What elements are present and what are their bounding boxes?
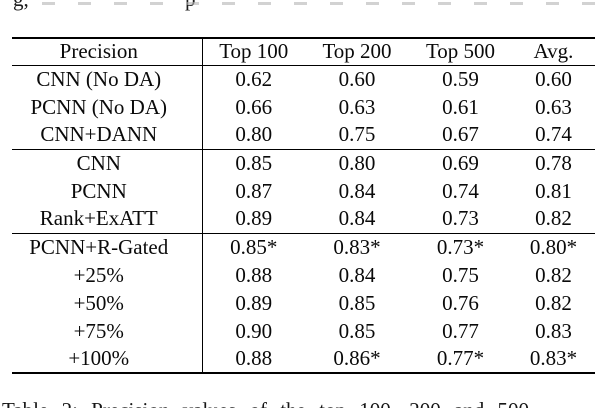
row-label: +75% [12, 317, 203, 345]
value-cell: 0.88 [235, 262, 273, 287]
value-cell: 0.81 [535, 178, 572, 203]
value-cell: 0.60 [535, 66, 572, 91]
row-label: CNN [12, 149, 203, 177]
row-label: PCNN (No DA) [12, 93, 203, 121]
value-cell: 0.73 [442, 206, 479, 231]
value-cell: 0.77* [436, 346, 485, 370]
value-cell: 0.75 [442, 262, 479, 287]
value-cell: 0.74 [442, 178, 479, 203]
table-header-row: Precision Top 100 Top 200 Top 500 Avg. [12, 38, 595, 65]
value-cell: 0.84 [338, 206, 376, 231]
value-cell: 0.83* [529, 346, 578, 370]
value-cell: 0.63 [535, 94, 572, 119]
row-label: CNN+DANN [12, 121, 203, 149]
table-row: PCNN 0.87 0.84 0.74 0.81 [12, 177, 595, 205]
table-row: CNN (No DA) 0.62 0.60 0.59 0.60 [12, 65, 595, 93]
value-cell: 0.69 [442, 150, 479, 175]
value-cell: 0.84 [338, 178, 376, 203]
value-cell: 0.85* [230, 234, 278, 259]
table-row: CNN 0.85 0.80 0.69 0.78 [12, 149, 595, 177]
row-label: PCNN+R-Gated [12, 233, 203, 261]
value-cell: 0.75 [338, 122, 376, 147]
header-cell-top500: Top 500 [425, 39, 496, 64]
value-cell: 0.77 [442, 318, 479, 343]
row-label: +50% [12, 289, 203, 317]
value-cell: 0.80 [338, 150, 376, 175]
value-cell: 0.85 [338, 290, 376, 315]
table-row: +50% 0.89 0.85 0.76 0.82 [12, 289, 595, 317]
table-row: Rank+ExATT 0.89 0.84 0.73 0.82 [12, 205, 595, 233]
table-caption: Table 2: Precision values of the top 100… [2, 398, 604, 408]
value-cell: 0.82 [535, 262, 572, 287]
precision-table: Precision Top 100 Top 200 Top 500 Avg. C… [12, 37, 595, 374]
value-cell: 0.78 [535, 150, 572, 175]
value-cell: 0.85 [235, 150, 273, 175]
value-cell: 0.62 [235, 66, 273, 91]
table-row: CNN+DANN 0.80 0.75 0.67 0.74 [12, 121, 595, 149]
value-cell: 0.76 [442, 290, 479, 315]
clipped-text-fragment: g, [13, 0, 29, 11]
header-cell-precision: Precision [12, 38, 203, 65]
value-cell: 0.86* [333, 346, 381, 370]
table-row: +75% 0.90 0.85 0.77 0.83 [12, 317, 595, 345]
table-row: PCNN (No DA) 0.66 0.63 0.61 0.63 [12, 93, 595, 121]
row-label: PCNN [12, 177, 203, 205]
value-cell: 0.89 [235, 290, 273, 315]
header-cell-avg: Avg. [533, 39, 574, 64]
value-cell: 0.82 [535, 290, 572, 315]
value-cell: 0.83* [333, 234, 381, 259]
value-cell: 0.80* [529, 234, 578, 259]
value-cell: 0.87 [235, 178, 273, 203]
faint-baseline-marks [42, 2, 598, 5]
value-cell: 0.66 [235, 94, 273, 119]
row-label: Rank+ExATT [12, 205, 203, 233]
table-row: +25% 0.88 0.84 0.75 0.82 [12, 261, 595, 289]
value-cell: 0.73* [436, 234, 485, 259]
row-label: CNN (No DA) [12, 65, 203, 93]
value-cell: 0.88 [235, 346, 273, 370]
value-cell: 0.59 [442, 66, 479, 91]
value-cell: 0.74 [535, 122, 572, 147]
value-cell: 0.89 [235, 206, 273, 231]
value-cell: 0.90 [235, 318, 273, 343]
value-cell: 0.60 [338, 66, 376, 91]
value-cell: 0.61 [442, 94, 479, 119]
value-cell: 0.82 [535, 206, 572, 231]
clipped-text-fragment: p [185, 0, 196, 11]
value-cell: 0.84 [338, 262, 376, 287]
header-cell-top100: Top 100 [219, 39, 289, 64]
value-cell: 0.85 [338, 318, 376, 343]
table-row: PCNN+R-Gated 0.85* 0.83* 0.73* 0.80* [12, 233, 595, 261]
clipped-text-line-top: g, p [0, 0, 604, 14]
header-cell-top200: Top 200 [322, 39, 392, 64]
row-label: +100% [12, 345, 203, 373]
table-row: +100% 0.88 0.86* 0.77* 0.83* [12, 345, 595, 373]
row-label: +25% [12, 261, 203, 289]
value-cell: 0.80 [235, 122, 273, 147]
value-cell: 0.67 [442, 122, 479, 147]
value-cell: 0.63 [338, 94, 376, 119]
value-cell: 0.83 [535, 318, 572, 343]
